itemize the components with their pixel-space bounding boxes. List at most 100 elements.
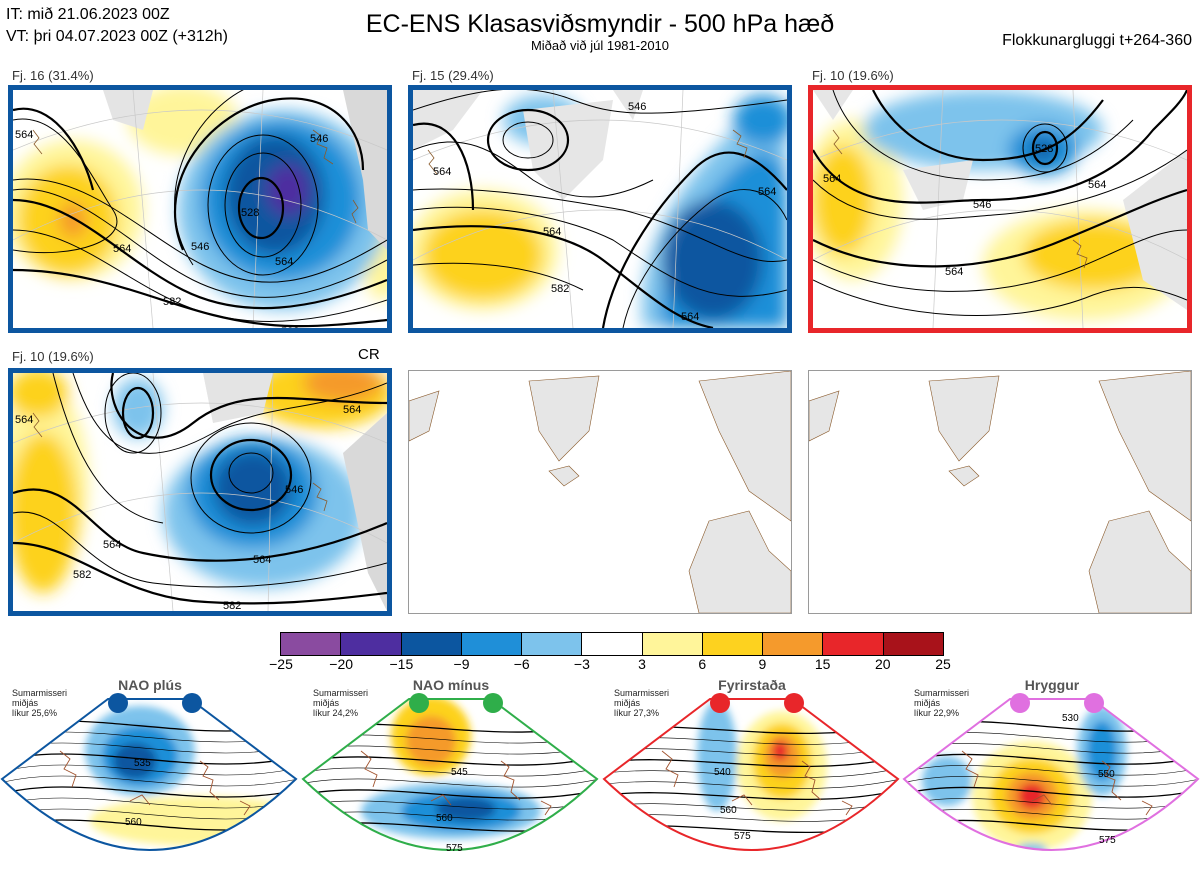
contour-label: 564 [113, 243, 131, 255]
coastline [59, 750, 251, 816]
regime-map[interactable]: 540 560 575 [602, 691, 902, 871]
colorbar-swatch [281, 633, 341, 655]
regime-contour-label: 575 [446, 843, 463, 854]
regime-contour-line [604, 786, 898, 801]
regime-contour-label: 560 [720, 805, 737, 816]
colorbar-tick-label: −25 [269, 656, 293, 672]
contour-label: 528 [241, 207, 259, 219]
regime-marker-dot [182, 693, 202, 713]
regime-contour-label: 560 [436, 813, 453, 824]
regime-marker-dot [710, 693, 730, 713]
coastline [661, 750, 853, 816]
colorbar-swatch [340, 633, 401, 655]
contour-label: 564 [543, 226, 561, 238]
regime-note-line: miðjás [12, 698, 39, 708]
contour-label: 564 [103, 539, 121, 551]
regime-note: Sumarmisseri miðjás líkur 24,2% [313, 688, 368, 718]
regime-note-line: líkur 22,9% [914, 708, 960, 718]
regime-frame [902, 698, 1200, 851]
regime-contour-line [904, 764, 1198, 776]
regime-contour-label: 535 [134, 758, 151, 769]
regime-contour-line [904, 720, 1198, 732]
cluster-map-1[interactable]: 528 546 564 564 582 582 546 564 [3, 79, 403, 338]
colorbar-swatch [521, 633, 582, 655]
panel-3-label: Fj. 10 (19.6%) [812, 68, 894, 83]
regime-contour-line [604, 819, 898, 834]
contour-label: 546 [973, 199, 991, 211]
contour-label: 564 [275, 256, 293, 268]
regime-note-line: miðjás [614, 698, 641, 708]
regime-marker-dot [1010, 693, 1030, 713]
contour-label: 564 [433, 166, 451, 178]
contour-label: 564 [15, 414, 33, 426]
regime-map[interactable]: 535 560 [0, 691, 300, 871]
regime-note-line: miðjás [914, 698, 941, 708]
regime-title: Fyrirstaða [718, 677, 786, 693]
contour-label: 582 [551, 283, 569, 295]
contour-label: 582 [223, 600, 241, 611]
classification-window: Flokkunargluggi t+264-360 [1002, 32, 1192, 49]
regime-marker-dot [1084, 693, 1104, 713]
regime-contour-line [904, 731, 1198, 743]
contour-label: 564 [758, 186, 776, 198]
colorbar-swatch [400, 633, 461, 655]
colorbar-tick-label: −3 [573, 656, 590, 672]
page-title: EC-ENS Klasasviðsmyndir - 500 hPa hæð [365, 10, 835, 38]
contour-label: 564 [945, 266, 963, 278]
page-subtitle: Miðað við júl 1981-2010 [530, 38, 670, 53]
valid-time: VT: þri 04.07.2023 00Z (+312h) [6, 28, 228, 45]
regime-note-line: miðjás [313, 698, 340, 708]
colorbar-tick-label: 3 [638, 656, 646, 672]
regime-note: Sumarmisseri miðjás líkur 22,9% [914, 688, 969, 718]
regime-contour-line [604, 764, 898, 778]
contour-label: 546 [191, 241, 209, 253]
contour-label: 564 [1088, 179, 1106, 191]
colorbar-swatch [822, 633, 883, 655]
regime-contour-line [604, 775, 898, 789]
colorbar-tick-label: 20 [875, 656, 891, 672]
colorbar-tick-label: 25 [935, 656, 951, 672]
contour-label: 546 [310, 133, 328, 145]
colorbar-tick-label: −9 [453, 656, 470, 672]
cluster-map-3[interactable]: 564 546 564 564 528 [803, 85, 1192, 333]
colorbar-tick-label: −20 [329, 656, 354, 672]
panel-2-label: Fj. 15 (29.4%) [412, 68, 494, 83]
colorbar-tick-label: −6 [513, 656, 530, 672]
regime-contour-line [904, 775, 1198, 787]
regime-map[interactable]: 530 550 575 [902, 691, 1200, 871]
colorbar-swatch [882, 633, 943, 655]
contour-label: 564 [253, 554, 271, 566]
regime-note-line: líkur 25,6% [12, 708, 58, 718]
regime-note-line: Sumarmisseri [914, 688, 970, 698]
cluster-map-4[interactable]: 564 546 564 564 582 582 564 [0, 358, 393, 616]
empty-map-6 [808, 370, 1192, 614]
cluster-map-2[interactable]: 546 564 564 582 564 564 [408, 85, 793, 333]
regime-contour-label: 575 [734, 831, 751, 842]
contour-label: 582 [163, 296, 181, 308]
regime-frame [0, 698, 298, 851]
colorbar-tick-label: 9 [758, 656, 767, 672]
contour-label: 546 [628, 101, 646, 113]
regime-note: Sumarmisseri miðjás líkur 27,3% [614, 688, 669, 718]
regime-contour-label: 575 [1099, 835, 1116, 846]
regime-marker-dot [784, 693, 804, 713]
regime-note-line: Sumarmisseri [12, 688, 68, 698]
colorbar-tick-label: 6 [698, 656, 707, 672]
regime-contour-label: 545 [451, 767, 468, 778]
header-info: IT: mið 21.06.2023 00Z VT: þri 04.07.202… [6, 4, 228, 48]
contour-label: 528 [1035, 143, 1053, 155]
panel-1-label: Fj. 16 (31.4%) [12, 68, 94, 83]
regime-title: NAO plús [118, 677, 182, 693]
regime-contour-line [2, 764, 296, 776]
init-time: IT: mið 21.06.2023 00Z [6, 6, 170, 23]
coastline [961, 750, 1153, 816]
regime-map[interactable]: 545 560 575 [301, 691, 601, 871]
coastline [360, 750, 552, 816]
contour-label: 564 [823, 173, 841, 185]
regime-contour-label: 550 [1098, 769, 1115, 780]
current-regime-tag: CR [358, 346, 380, 363]
contour-label: 546 [285, 484, 303, 496]
colorbar-tick-label: −15 [389, 656, 414, 672]
regime-marker-dot [409, 693, 429, 713]
contour-label: 582 [281, 326, 299, 328]
